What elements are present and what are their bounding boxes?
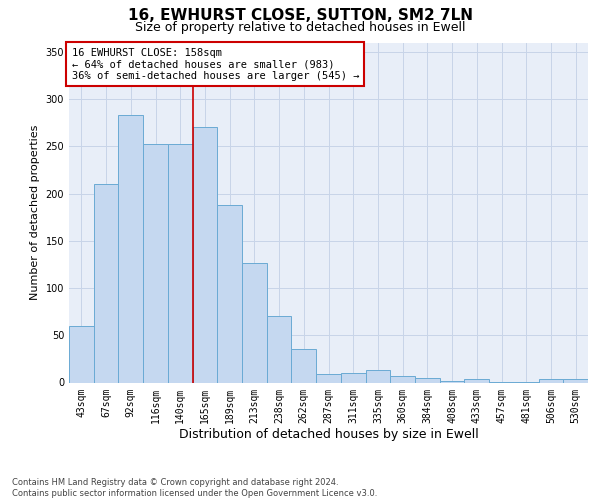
Bar bbox=[94, 184, 118, 382]
Bar bbox=[563, 378, 588, 382]
Bar bbox=[316, 374, 341, 382]
Bar bbox=[69, 326, 94, 382]
Bar bbox=[365, 370, 390, 382]
Text: Contains HM Land Registry data © Crown copyright and database right 2024.
Contai: Contains HM Land Registry data © Crown c… bbox=[12, 478, 377, 498]
X-axis label: Distribution of detached houses by size in Ewell: Distribution of detached houses by size … bbox=[179, 428, 478, 441]
Text: Size of property relative to detached houses in Ewell: Size of property relative to detached ho… bbox=[135, 21, 465, 34]
Bar bbox=[118, 115, 143, 382]
Bar bbox=[267, 316, 292, 382]
Bar bbox=[464, 378, 489, 382]
Bar bbox=[292, 350, 316, 382]
Bar bbox=[168, 144, 193, 382]
Bar bbox=[440, 380, 464, 382]
Bar bbox=[217, 205, 242, 382]
Bar bbox=[341, 373, 365, 382]
Y-axis label: Number of detached properties: Number of detached properties bbox=[30, 125, 40, 300]
Text: 16 EWHURST CLOSE: 158sqm
← 64% of detached houses are smaller (983)
36% of semi-: 16 EWHURST CLOSE: 158sqm ← 64% of detach… bbox=[71, 48, 359, 81]
Bar bbox=[415, 378, 440, 382]
Bar bbox=[390, 376, 415, 382]
Bar bbox=[242, 262, 267, 382]
Bar bbox=[193, 126, 217, 382]
Text: 16, EWHURST CLOSE, SUTTON, SM2 7LN: 16, EWHURST CLOSE, SUTTON, SM2 7LN bbox=[128, 8, 473, 22]
Bar bbox=[143, 144, 168, 382]
Bar bbox=[539, 378, 563, 382]
